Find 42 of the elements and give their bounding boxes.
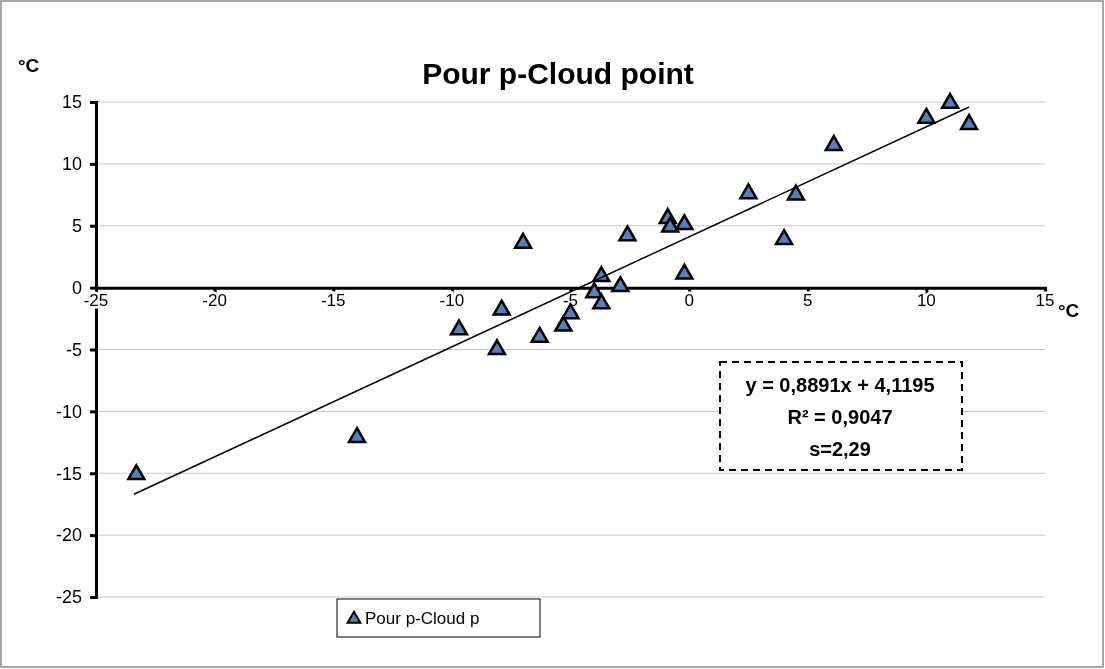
x-tick-label: 15: [1035, 290, 1055, 310]
y-tick-label: -15: [55, 463, 82, 484]
legend-label: Pour p-Cloud p: [365, 609, 480, 628]
point: [487, 339, 507, 356]
annotation: y = 0,8891x + 4,1195: [745, 374, 935, 396]
x-axis-title: °C: [1058, 300, 1080, 321]
y-tick-label: 5: [71, 216, 82, 237]
y-tick-label: -25: [55, 587, 82, 608]
chart-title: Pour p-Cloud point: [422, 57, 694, 90]
point: [127, 464, 146, 481]
point: [959, 113, 979, 131]
x-tick-label: 0: [684, 290, 694, 310]
annotation: s=2,29: [809, 438, 871, 460]
x-tick-label: 5: [803, 290, 813, 310]
x-tick-label: -15: [320, 290, 346, 310]
point: [347, 426, 367, 444]
y-tick-label: -20: [55, 525, 82, 546]
y-tick-label: 10: [61, 154, 82, 175]
point: [530, 326, 549, 343]
x-tick-label: 10: [916, 290, 936, 310]
y-tick-label: -10: [55, 401, 82, 422]
point: [917, 107, 936, 124]
y-tick-label: -5: [65, 339, 82, 360]
point: [660, 216, 680, 233]
y-axis-title: °C: [18, 55, 40, 76]
point: [940, 92, 960, 110]
point: [774, 228, 794, 246]
point: [824, 134, 844, 152]
y-tick-label: 15: [61, 92, 82, 113]
point: [739, 183, 758, 200]
x-tick-label: -20: [202, 290, 227, 310]
point: [618, 225, 637, 242]
point: [513, 232, 533, 249]
annotation: R² = 0,9047: [787, 406, 893, 428]
point: [675, 263, 694, 280]
point: [592, 293, 611, 310]
point: [786, 184, 806, 201]
point: [611, 275, 630, 293]
point: [675, 214, 694, 231]
x-tick-label: -10: [439, 290, 465, 310]
point: [449, 319, 469, 336]
point: [492, 299, 511, 316]
